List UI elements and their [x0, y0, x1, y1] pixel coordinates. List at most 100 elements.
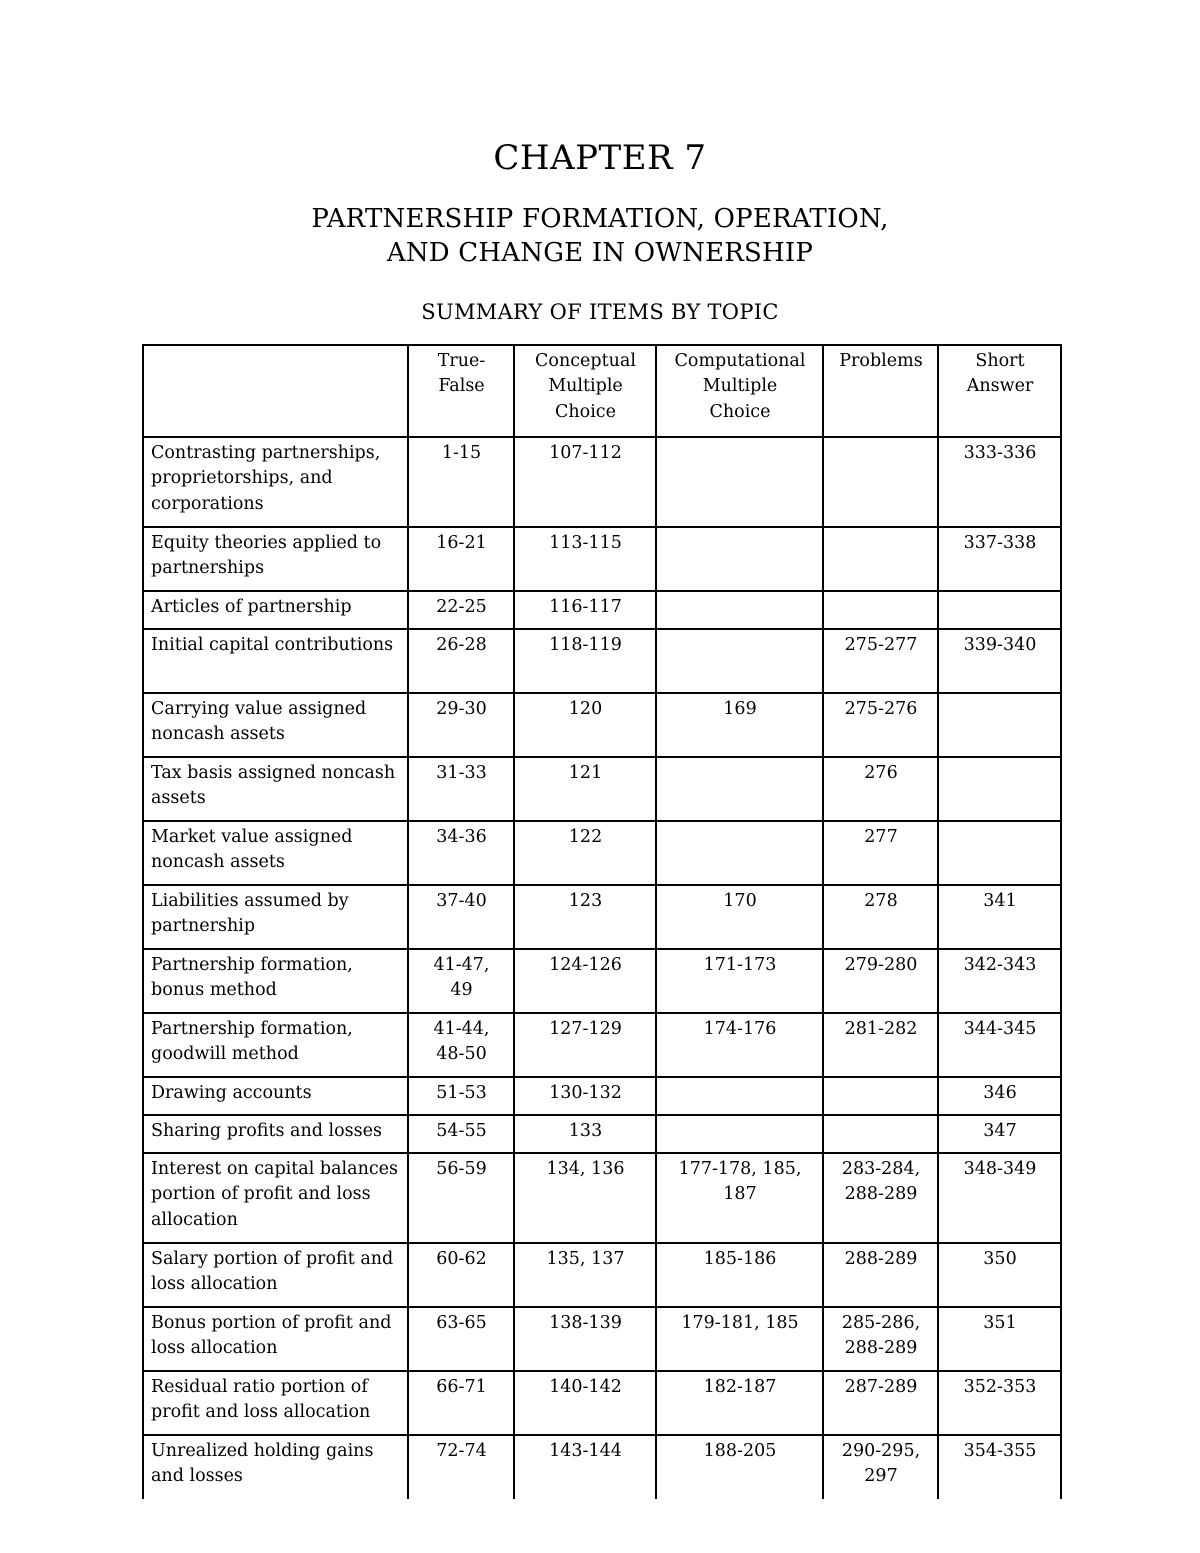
cell-line: 60-62 [436, 1248, 487, 1269]
cell-line: 72-74 [436, 1440, 487, 1461]
cell-topic: Market value assigned noncash assets [143, 820, 409, 886]
cell-problems: 285-286, 288-289 [823, 1306, 939, 1372]
cell-line: 179-181, 185 [681, 1312, 799, 1333]
cell-true-false: 56-59 [408, 1152, 515, 1244]
cell-problems: 279-280 [823, 948, 939, 1014]
cell-line: 135, 137 [546, 1248, 625, 1269]
cell-line: 22-25 [436, 596, 487, 617]
cell-topic: Articles of partnership [143, 590, 409, 630]
table-row: Residual ratio portion of profit and los… [143, 1370, 1061, 1436]
cell-problems [823, 590, 939, 630]
cell-true-false: 51-53 [408, 1076, 515, 1116]
cell-computational-mc: 188-205 [656, 1434, 824, 1499]
cell-line: 122 [568, 826, 603, 847]
cell-true-false: 66-71 [408, 1370, 515, 1436]
cell-computational-mc: 177-178, 185, 187 [656, 1152, 824, 1244]
cell-conceptual-mc: 116-117 [514, 590, 657, 630]
cell-line: 187 [723, 1184, 757, 1205]
cell-line: 31-33 [436, 762, 487, 783]
cell-line: 342-343 [963, 954, 1037, 975]
cell-short-answer: 337-338 [938, 526, 1061, 592]
cell-short-answer: 352-353 [938, 1370, 1061, 1436]
cell-line: 281-282 [844, 1018, 918, 1039]
cell-line: 347 [983, 1120, 1017, 1141]
cell-line: 297 [864, 1466, 898, 1487]
cell-line: 344-345 [963, 1018, 1037, 1039]
table-row: Sharing profits and losses 54-55 133 347 [143, 1114, 1061, 1154]
cell-line: 138-139 [549, 1312, 622, 1333]
cell-computational-mc [656, 1114, 824, 1154]
cell-line: 29-30 [436, 698, 487, 719]
column-header-line: Multiple [548, 376, 623, 397]
cell-line: 348-349 [963, 1158, 1037, 1179]
cell-topic: Residual ratio portion of profit and los… [143, 1370, 409, 1436]
cell-problems: 288-289 [823, 1242, 939, 1308]
table-row: Unrealized holding gains and losses 72-74… [143, 1434, 1061, 1499]
cell-true-false: 54-55 [408, 1114, 515, 1154]
cell-true-false: 29-30 [408, 692, 515, 758]
document-subtitle: PARTNERSHIP FORMATION, OPERATION, AND CH… [0, 203, 1200, 270]
cell-true-false: 26-28 [408, 628, 515, 694]
cell-line: 34-36 [436, 826, 487, 847]
cell-problems: 278 [823, 884, 939, 950]
column-header-line: Choice [709, 402, 771, 423]
column-header-line: Conceptual [535, 350, 636, 371]
column-header-line: Answer [966, 376, 1034, 397]
cell-conceptual-mc: 130-132 [514, 1076, 657, 1116]
cell-computational-mc [656, 820, 824, 886]
table-row: Interest on capital balances portion of … [143, 1152, 1061, 1244]
cell-line: 278 [864, 890, 898, 911]
cell-short-answer [938, 756, 1061, 822]
cell-line: 51-53 [436, 1082, 487, 1103]
cell-line: 133 [568, 1120, 603, 1141]
cell-line: 63-65 [436, 1312, 487, 1333]
table-row: Partnership formation, goodwill method 41… [143, 1012, 1061, 1078]
table-row: Salary portion of profit and loss alloca… [143, 1242, 1061, 1308]
column-header-problems: Problems [823, 344, 939, 438]
cell-line: 277 [864, 826, 898, 847]
cell-line: 124-126 [549, 954, 622, 975]
cell-computational-mc: 182-187 [656, 1370, 824, 1436]
cell-line: 287-289 [844, 1376, 918, 1397]
cell-conceptual-mc: 133 [514, 1114, 657, 1154]
cell-line: 120 [568, 698, 603, 719]
cell-line: 49 [450, 980, 473, 1001]
table-body: Contrasting partnerships, proprietorship… [143, 436, 1061, 1499]
cell-short-answer: 350 [938, 1242, 1061, 1308]
cell-line: 56-59 [436, 1158, 487, 1179]
summary-of-items-table: True- False Conceptual Multiple Choice Comp… [142, 343, 1062, 1499]
column-header-topic [143, 344, 409, 438]
cell-conceptual-mc: 113-115 [514, 526, 657, 592]
cell-line: 37-40 [436, 890, 487, 911]
cell-line: 174-176 [703, 1018, 777, 1039]
cell-topic: Contrasting partnerships, proprietorship… [143, 436, 409, 528]
cell-line: 54-55 [436, 1120, 487, 1141]
cell-short-answer: 333-336 [938, 436, 1061, 528]
cell-line: 170 [723, 890, 757, 911]
cell-line: 177-178, 185, [678, 1158, 802, 1179]
cell-line: 118-119 [549, 634, 622, 655]
cell-conceptual-mc: 122 [514, 820, 657, 886]
table-row: Initial capital contributions 26-28 118-11… [143, 628, 1061, 694]
cell-computational-mc: 169 [656, 692, 824, 758]
table-row: Liabilities assumed by partnership 37-40 1… [143, 884, 1061, 950]
cell-line: 339-340 [963, 634, 1037, 655]
cell-line: 127-129 [549, 1018, 622, 1039]
cell-true-false: 31-33 [408, 756, 515, 822]
table-head: True- False Conceptual Multiple Choice Comp… [143, 344, 1061, 438]
cell-short-answer: 351 [938, 1306, 1061, 1372]
cell-true-false: 16-21 [408, 526, 515, 592]
cell-problems: 281-282 [823, 1012, 939, 1078]
cell-short-answer: 347 [938, 1114, 1061, 1154]
table-row: Equity theories applied to partnerships 1… [143, 526, 1061, 592]
table-row: Market value assigned noncash assets 34-3… [143, 820, 1061, 886]
cell-true-false: 22-25 [408, 590, 515, 630]
cell-computational-mc: 179-181, 185 [656, 1306, 824, 1372]
cell-true-false: 37-40 [408, 884, 515, 950]
cell-short-answer: 339-340 [938, 628, 1061, 694]
cell-topic: Partnership formation, bonus method [143, 948, 409, 1014]
cell-line: 123 [568, 890, 603, 911]
cell-problems [823, 1114, 939, 1154]
cell-conceptual-mc: 121 [514, 756, 657, 822]
cell-line: 346 [983, 1082, 1017, 1103]
